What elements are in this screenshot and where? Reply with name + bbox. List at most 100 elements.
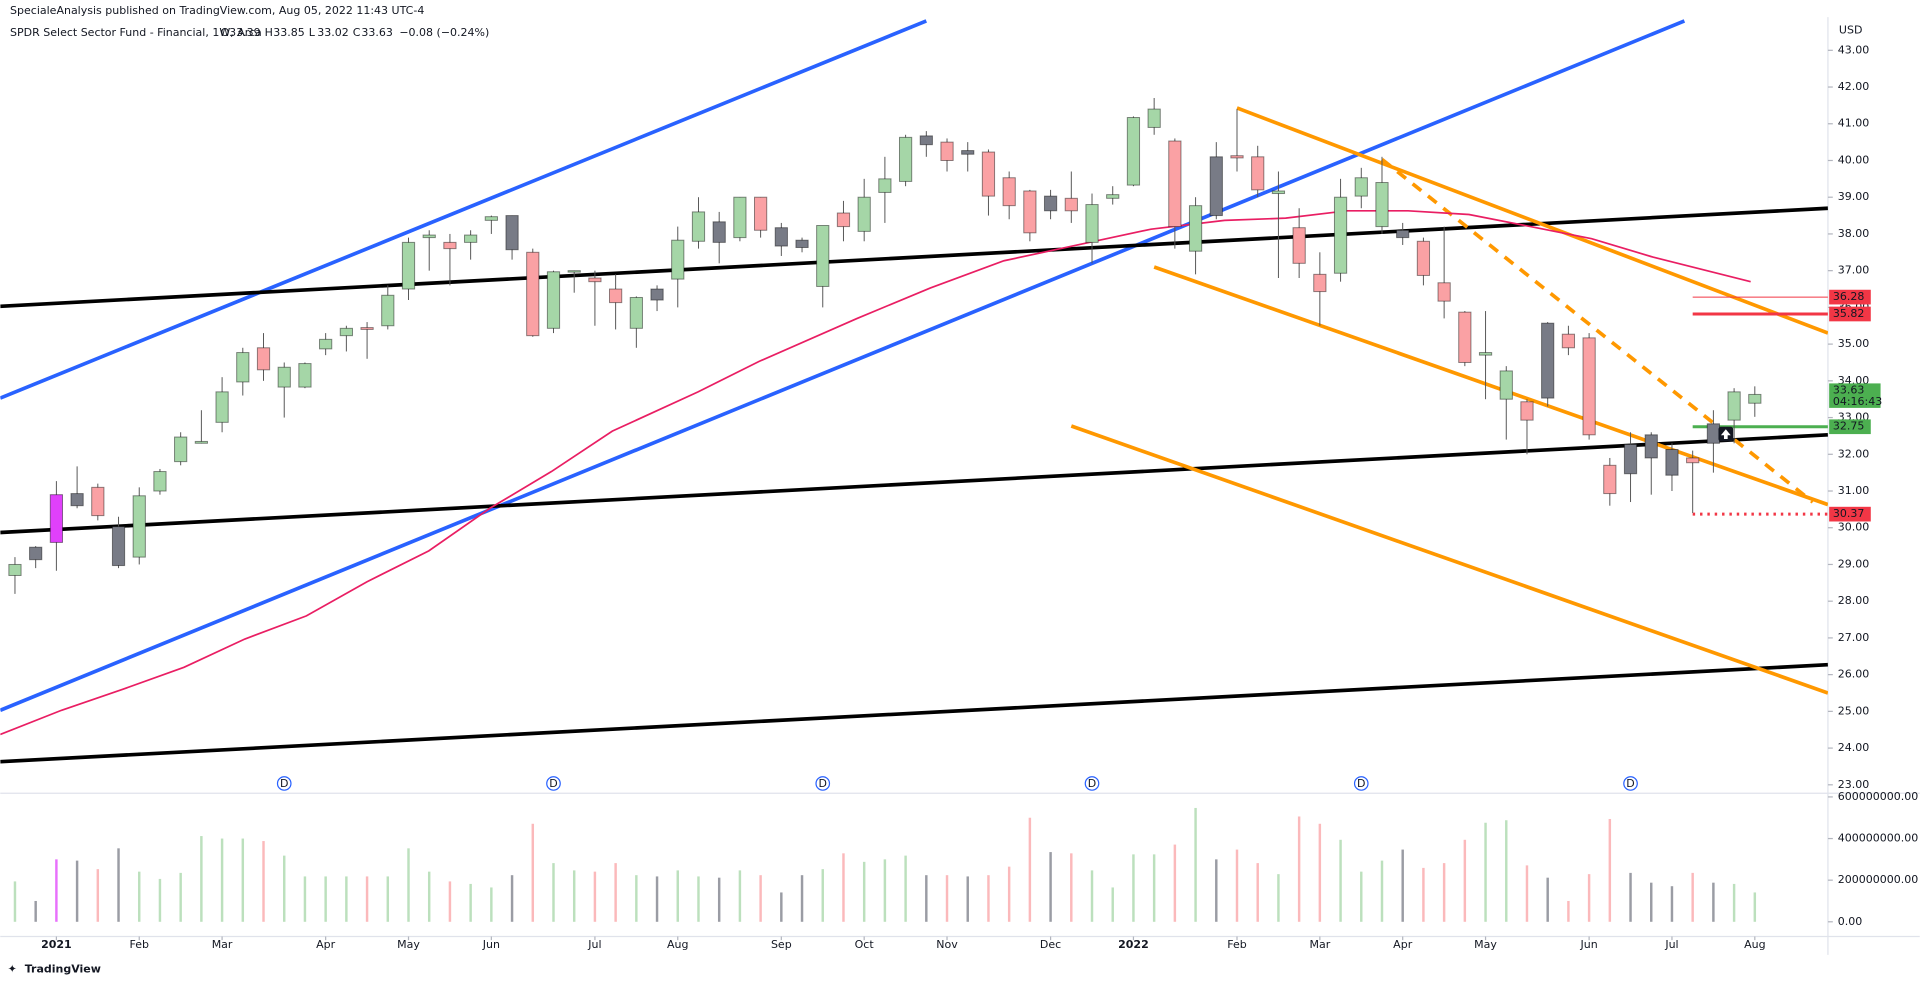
candle-body [1230, 155, 1244, 159]
candle-body [1458, 311, 1472, 363]
candle-body [754, 196, 768, 231]
volume-bar [572, 870, 576, 922]
volume-bar [1152, 854, 1156, 922]
x-tick-label: Jun [1580, 938, 1598, 951]
candle-body [194, 440, 208, 444]
x-tick-label: Feb [1227, 938, 1246, 951]
moving-average [0, 209, 1751, 736]
volume-bar [179, 872, 182, 922]
dividend-label: D [280, 777, 288, 790]
candle-body [981, 151, 996, 197]
candle-body [111, 526, 126, 567]
candle-body [919, 135, 933, 146]
candle-body [1437, 282, 1451, 302]
volume-bar [1028, 817, 1032, 922]
volume-bar [283, 855, 286, 922]
y-tick-label: 41.00 [1838, 117, 1870, 130]
ohlc-letter: L [309, 26, 316, 39]
candle-body [443, 241, 457, 250]
countdown: 04:16:43 [1833, 395, 1882, 408]
candle-body [505, 215, 519, 251]
ohlc-value: 33.63 [361, 26, 393, 39]
candle-body [29, 546, 43, 561]
volume-bar [759, 875, 762, 922]
x-tick-label: Aug [1744, 938, 1765, 951]
trend-line [1153, 265, 1828, 507]
candle-body [878, 178, 892, 193]
dividend-label: D [549, 777, 557, 790]
volume-bar [945, 875, 949, 922]
volume-bar [241, 838, 245, 922]
volume-bar [510, 875, 514, 922]
candle-body [691, 211, 706, 242]
x-tick-label: Apr [1393, 938, 1413, 951]
change: −0.08 (−0.24%) [399, 26, 489, 39]
symbol: SPDR Select Sector Fund - Financial, 1W,… [10, 26, 262, 39]
ohlc-letter: H [265, 26, 273, 39]
price-level-label: 36.28 [1833, 290, 1864, 303]
candle-body [712, 221, 726, 243]
price-level-label: 32.75 [1833, 420, 1864, 433]
y-tick-label: 30.00 [1838, 521, 1870, 534]
volume-tick-label: 200000000.00 [1838, 873, 1918, 886]
volume-bar [1567, 900, 1570, 922]
volume-bar [821, 869, 824, 922]
candle-body [319, 338, 333, 350]
volume-bar [1380, 860, 1384, 922]
candle-body [1561, 333, 1576, 349]
candle-body [422, 234, 436, 239]
candle-body [1499, 370, 1513, 400]
plot-area [0, 19, 1828, 764]
candle-body [1251, 156, 1265, 191]
candle-body [1292, 227, 1306, 264]
volume-bar [1256, 863, 1259, 922]
volume-bar [469, 883, 472, 922]
candle-body [49, 494, 64, 543]
candle-body [1520, 401, 1534, 421]
volume-bar [966, 876, 969, 922]
volume-bar [448, 881, 452, 922]
volume-bar [1505, 820, 1508, 922]
volume-bar [1546, 877, 1549, 922]
volume-bar [1318, 823, 1322, 922]
dividend-marker [546, 776, 561, 791]
candle-body [1333, 196, 1348, 274]
candle-body [733, 196, 747, 239]
volume-bar [697, 876, 700, 922]
volume-bar [1629, 872, 1632, 922]
candle-body [174, 436, 188, 463]
y-tick-label: 28.00 [1838, 594, 1870, 607]
volume-bar [1007, 866, 1011, 922]
volume-bar [365, 876, 369, 922]
dividend-marker [1353, 776, 1369, 791]
dividend-label: D [1357, 777, 1365, 790]
volume-bar [1339, 839, 1342, 922]
y-tick-label: 27.00 [1838, 631, 1870, 644]
candle-body [70, 493, 84, 507]
price-level-tag [1829, 306, 1871, 322]
candle-body [1396, 229, 1410, 239]
dividend-marker [815, 776, 831, 791]
candle-body [588, 277, 602, 283]
volume-bar [862, 861, 866, 922]
volume-bar [842, 853, 845, 922]
candle-body [464, 234, 478, 243]
dividend-marker [276, 776, 292, 791]
volume-bar [407, 848, 410, 922]
dividend-label: D [1088, 777, 1096, 790]
candle-body [1375, 182, 1389, 228]
volume-bar [1297, 816, 1301, 922]
x-tick-label: Jul [587, 938, 601, 951]
volume-bar [1691, 872, 1694, 922]
volume-bar [1422, 867, 1425, 922]
volume-bar [386, 876, 390, 922]
candle-body [526, 251, 540, 337]
publisher: SpecialeAnalysis published on TradingVie… [10, 4, 424, 17]
volume-bar [55, 859, 58, 922]
dividend-label: D [1626, 777, 1634, 790]
volume-bar [117, 848, 120, 922]
volume-tick-label: 600000000.00 [1838, 790, 1918, 803]
candle-body [816, 225, 830, 287]
candle-body [836, 212, 851, 228]
